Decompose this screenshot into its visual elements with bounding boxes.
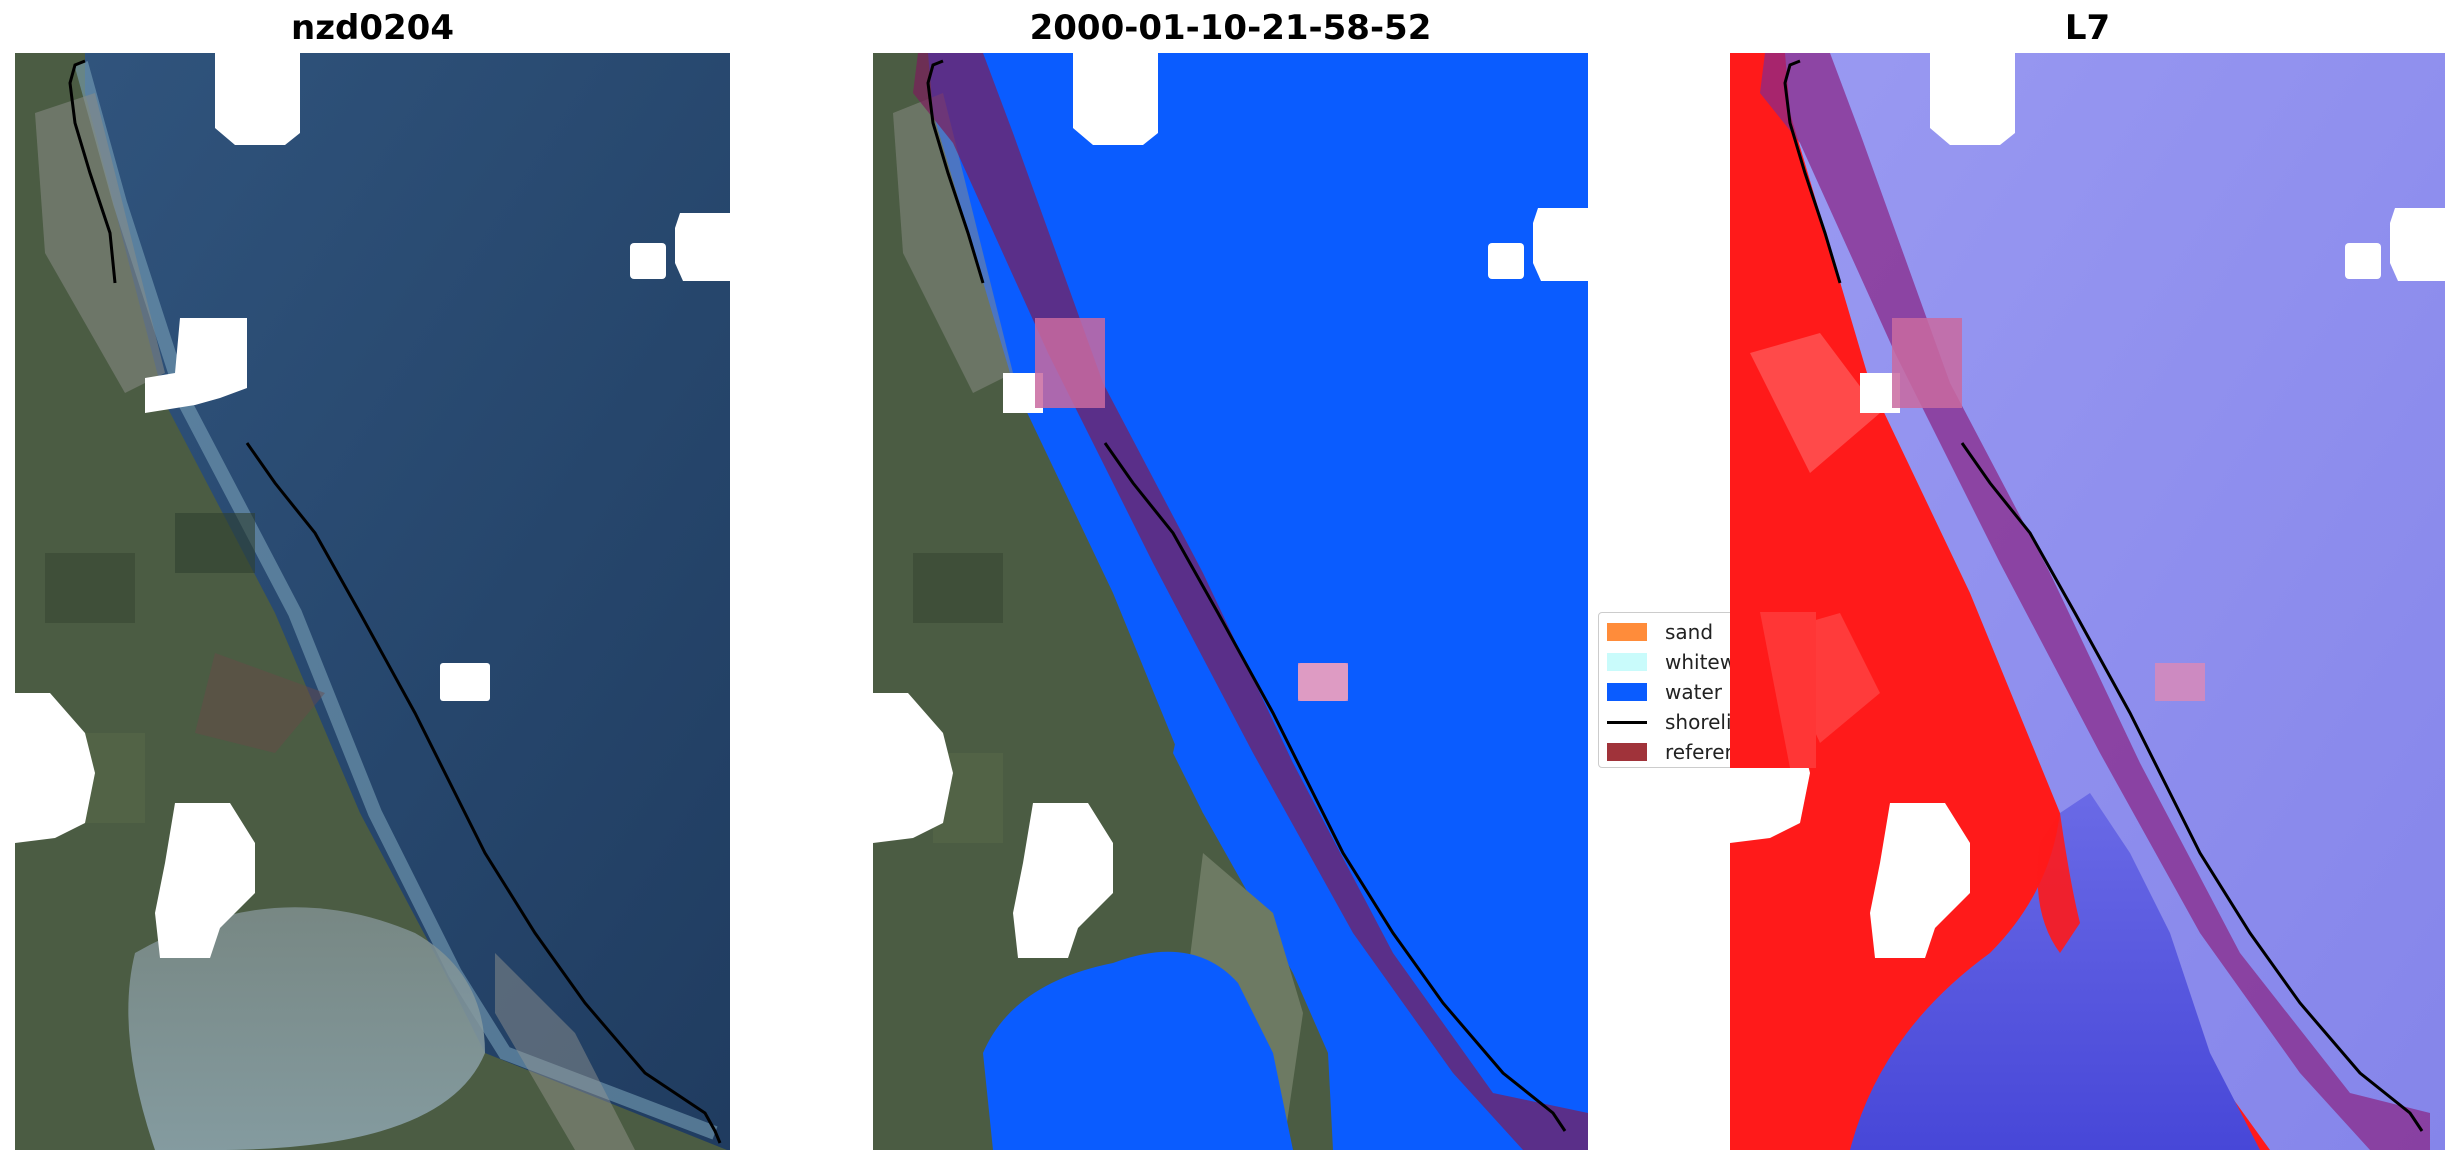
legend-label: reference shoreline xyxy=(1665,740,1815,764)
index-image xyxy=(1730,53,2445,1150)
legend-swatch-water xyxy=(1607,683,1647,701)
legend-swatch-reference-shoreline xyxy=(1607,743,1647,761)
water-class-lagoon xyxy=(983,951,1293,1150)
legend-item-reference-shoreline: reference shoreline xyxy=(1599,737,1815,767)
index-image-panel xyxy=(1730,53,2445,1150)
rgb-image xyxy=(15,53,730,1150)
legend-label: whitewater xyxy=(1665,650,1777,674)
legend-item-shoreline: shoreline xyxy=(1599,707,1757,737)
panel-title-classified: 2000-01-10-21-58-52 xyxy=(1029,8,1432,48)
detected-shoreline xyxy=(1783,59,2424,1132)
lagoon xyxy=(1850,793,2260,1150)
legend-label: shoreline xyxy=(1665,710,1757,734)
legend-item-water: water xyxy=(1599,677,1722,707)
legend-swatch-whitewater xyxy=(1607,653,1647,671)
cloud-mask xyxy=(15,53,730,958)
legend-label: water xyxy=(1665,680,1722,704)
rgb-image-panel xyxy=(15,53,730,1150)
detected-shoreline xyxy=(68,59,722,1144)
classified-image-panel xyxy=(873,53,1588,1150)
legend-swatch-sand xyxy=(1607,623,1647,641)
legend-label: sand xyxy=(1665,620,1714,644)
classified-image xyxy=(873,53,1588,1150)
legend-line-shoreline xyxy=(1607,720,1647,724)
legend: sand whitewater water shoreline referenc… xyxy=(1598,612,1816,768)
cloud-mask xyxy=(873,53,1588,958)
legend-item-whitewater: whitewater xyxy=(1599,647,1777,677)
detected-shoreline xyxy=(926,59,1567,1132)
legend-item-sand: sand xyxy=(1599,617,1713,647)
land-area xyxy=(1730,53,2270,1150)
panel-title-index: L7 xyxy=(2064,8,2111,48)
panel-title-rgb: nzd0204 xyxy=(291,8,454,48)
